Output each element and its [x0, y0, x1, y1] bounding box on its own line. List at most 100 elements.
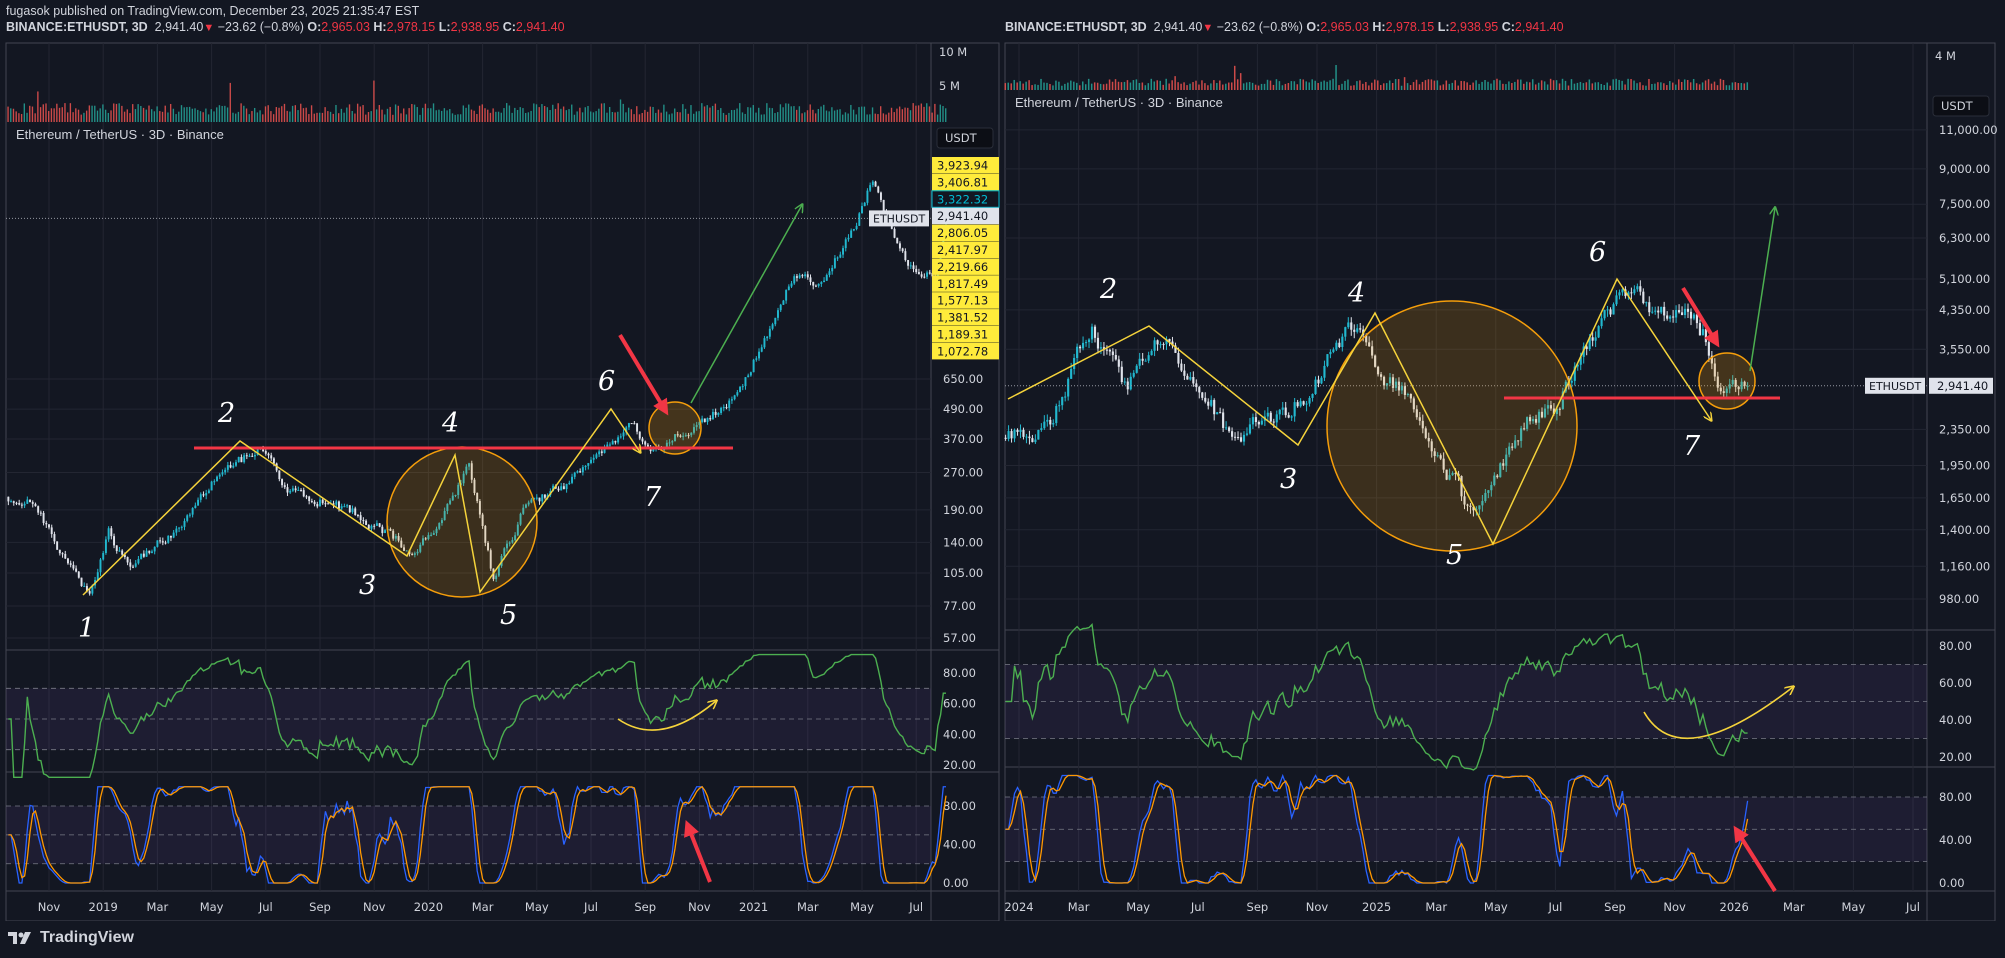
high-label: H:	[373, 20, 387, 34]
price-alert-label[interactable]	[932, 207, 999, 225]
volume-bar	[1493, 80, 1495, 90]
candle	[1272, 421, 1275, 423]
volume-bar	[703, 106, 706, 122]
volume-bar	[896, 108, 898, 122]
volume-bar	[156, 106, 158, 122]
candle	[1284, 407, 1287, 416]
price-alert-label[interactable]	[932, 342, 999, 360]
volume-bar	[801, 113, 803, 122]
volume-bar	[804, 112, 806, 122]
volume-bar	[1341, 83, 1343, 90]
volume-bar	[1055, 80, 1057, 90]
price-alert-label[interactable]	[932, 157, 999, 174]
candle	[755, 358, 758, 360]
rsi-line	[8, 653, 947, 778]
volume-bar	[771, 108, 773, 122]
volume-bar	[1457, 85, 1459, 90]
volume-bar	[348, 104, 351, 122]
rsi-axis-label: 20.00	[1939, 750, 1972, 764]
volume-bar	[928, 106, 931, 122]
price-alert-label[interactable]	[932, 275, 999, 292]
volume-bar	[1362, 83, 1364, 90]
candle	[156, 540, 159, 547]
currency-button-label[interactable]: USDT	[1941, 99, 1974, 113]
volume-bar	[1660, 82, 1662, 90]
tradingview-logo[interactable]: TradingView	[8, 929, 134, 947]
candle	[1412, 398, 1415, 410]
volume-bar	[552, 104, 554, 122]
chart-panel-left[interactable]: Nov 2019 Mar May Jul Sep Nov 2020 Mar May Jul Sep No…	[5, 42, 1000, 922]
volume-bar	[1126, 80, 1129, 90]
candle	[644, 441, 647, 445]
candle	[1359, 328, 1362, 330]
candle	[1737, 386, 1740, 390]
volume-bar	[340, 108, 343, 122]
price-alert-label[interactable]	[932, 309, 999, 326]
volume-bar	[1698, 84, 1701, 90]
volume-bar	[847, 113, 849, 122]
volume-bar	[34, 113, 36, 122]
volume-bar	[1058, 81, 1060, 90]
candle	[790, 283, 793, 287]
candle	[424, 538, 427, 540]
candle	[1159, 344, 1162, 346]
candle	[216, 476, 218, 482]
volume-bar	[1597, 82, 1600, 90]
price-alert-label[interactable]	[932, 224, 999, 242]
volume-bar	[85, 110, 88, 122]
candle	[221, 472, 224, 475]
x-axis-label: Mar	[1068, 900, 1090, 914]
volume-bar	[1159, 80, 1161, 90]
volume-bar	[1228, 82, 1230, 90]
candle	[1293, 402, 1296, 417]
volume-bar	[1540, 80, 1543, 90]
volume-bar	[839, 109, 841, 122]
candle	[1734, 379, 1737, 387]
price-alert-label[interactable]	[932, 173, 999, 191]
volume-bar	[1403, 77, 1406, 90]
volume-bar	[1454, 80, 1456, 90]
down-triangle-icon: ▼	[203, 22, 215, 34]
candle	[1242, 434, 1246, 442]
currency-button[interactable]	[936, 127, 994, 149]
volume-bar	[909, 110, 912, 122]
volume-bar	[584, 107, 586, 122]
candle	[1105, 349, 1108, 351]
volume-bar	[188, 106, 191, 122]
price-alert-label[interactable]	[931, 190, 1000, 208]
volume-bar	[730, 110, 733, 122]
currency-button-label[interactable]: USDT	[945, 131, 978, 145]
volume-bar	[1040, 78, 1042, 90]
last-price: 2,941.40	[1153, 20, 1203, 34]
candle	[451, 495, 454, 501]
candle	[1141, 358, 1144, 361]
price-alert-label[interactable]	[932, 258, 999, 275]
volume-bar	[543, 105, 546, 122]
price-alert-label[interactable]	[932, 241, 999, 259]
volume-bar	[1061, 85, 1063, 90]
x-axis-label: Jul	[583, 900, 598, 914]
candle	[1490, 485, 1493, 491]
volume-bar	[297, 110, 299, 122]
tradingview-logo-icon	[8, 932, 31, 944]
volume-bar	[1675, 84, 1677, 90]
candle	[1612, 304, 1615, 315]
volume-bar	[901, 109, 904, 122]
volume-bar	[329, 111, 332, 122]
candle	[627, 423, 630, 428]
volume-bar	[1081, 81, 1084, 90]
price-alert-label[interactable]	[932, 326, 999, 343]
x-axis-label: Mar	[1425, 900, 1447, 914]
candle	[169, 535, 172, 538]
candle	[1302, 401, 1305, 405]
candle	[909, 265, 912, 267]
price-alert-label[interactable]	[932, 292, 999, 309]
volume-bar	[80, 114, 82, 122]
volume-bar	[942, 105, 944, 122]
candle	[286, 487, 289, 493]
volume-bar	[573, 114, 576, 122]
volume-bar	[1147, 83, 1150, 90]
currency-button[interactable]	[1932, 95, 1990, 117]
candle	[1528, 417, 1532, 422]
